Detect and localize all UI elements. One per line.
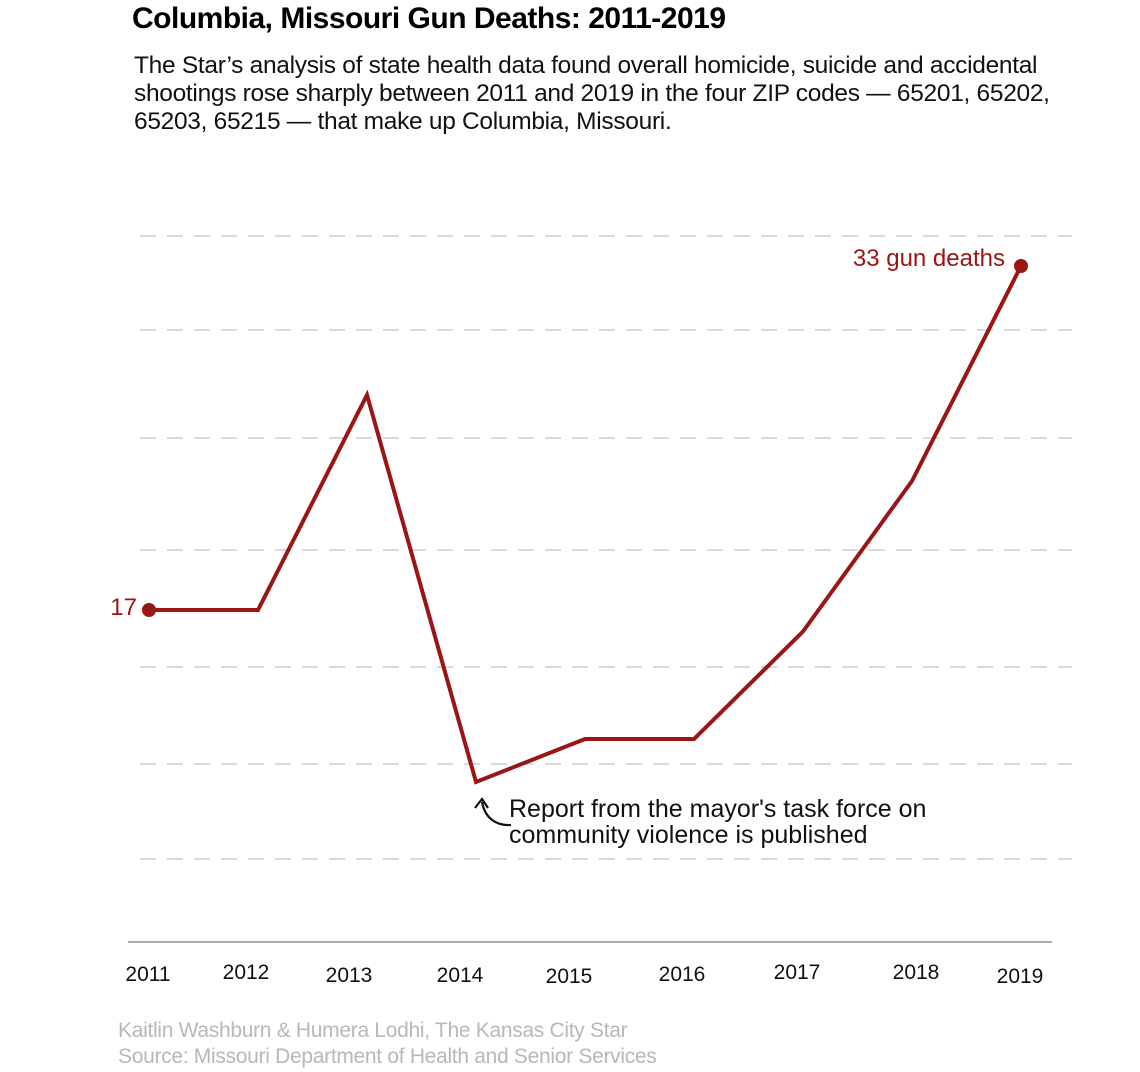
curved-arrow-icon (480, 801, 512, 827)
gridlines (140, 235, 1072, 860)
x-tick-label: 2012 (223, 961, 270, 984)
x-tick-label: 2014 (437, 964, 484, 987)
source-note: Source: Missouri Department of Health an… (118, 1045, 657, 1068)
x-tick-labels: 2011 2012 2013 2014 2015 2016 2017 2018 2019 (125, 961, 1043, 988)
x-tick-label: 2013 (326, 964, 373, 987)
x-tick-label: 2019 (997, 965, 1044, 988)
credits: Kaitlin Washburn & Humera Lodhi, The Kan… (118, 1018, 657, 1070)
start-point-marker (142, 603, 156, 617)
x-tick-label: 2015 (546, 965, 593, 988)
x-tick-label: 2016 (659, 963, 706, 986)
x-tick-label: 2018 (893, 961, 940, 984)
annotation: Report from the mayor's task force on co… (474, 795, 926, 849)
end-value-label: 33 gun deaths (853, 245, 1005, 272)
chart-subtitle: The Star’s analysis of state health data… (134, 52, 1050, 135)
x-tick-label: 2017 (774, 961, 821, 984)
end-point-marker (1014, 259, 1028, 273)
x-tick-label: 2011 (125, 963, 170, 986)
arrowhead-icon (474, 797, 489, 809)
annotation-text-line-2: community violence is published (509, 821, 868, 849)
chart-title: Columbia, Missouri Gun Deaths: 2011-2019 (132, 2, 726, 35)
data-points (142, 259, 1028, 617)
byline: Kaitlin Washburn & Humera Lodhi, The Kan… (118, 1019, 628, 1042)
annotation-text-line-1: Report from the mayor's task force on (509, 795, 926, 823)
start-value-label: 17 (110, 594, 137, 621)
series-line-gun-deaths (149, 265, 1023, 785)
